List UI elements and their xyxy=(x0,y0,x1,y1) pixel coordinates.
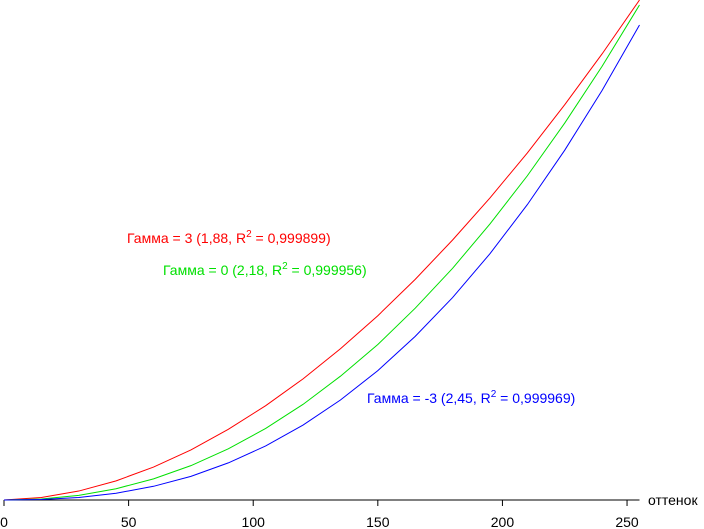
series-line xyxy=(3,4,640,501)
series-line xyxy=(3,24,640,501)
annotation: Гамма = 3 (1,88, R2 = 0,999899) xyxy=(127,229,331,246)
annotation: Гамма = -3 (2,45, R2 = 0,999969) xyxy=(367,389,575,406)
annotation-text: Гамма = 0 (2,18, R xyxy=(163,262,282,278)
annotation-superscript: 2 xyxy=(491,389,497,400)
annotation-superscript: 2 xyxy=(282,261,288,272)
annotation: Гамма = 0 (2,18, R2 = 0,999956) xyxy=(163,261,367,278)
series-line xyxy=(3,0,640,501)
annotation-text: = 0,999969) xyxy=(496,390,575,406)
x-axis-label: оттенок xyxy=(648,492,698,508)
x-tick-label: 150 xyxy=(366,514,390,529)
annotation-text: Гамма = -3 (2,45, R xyxy=(367,390,491,406)
x-tick-label: 0 xyxy=(0,514,8,529)
x-tick-label: 200 xyxy=(491,514,515,529)
x-tick-label: 50 xyxy=(121,514,137,529)
annotation-text: = 0,999899) xyxy=(252,230,331,246)
x-tick-label: 100 xyxy=(242,514,266,529)
annotation-text: Гамма = 3 (1,88, R xyxy=(127,230,246,246)
annotation-superscript: 2 xyxy=(246,229,252,240)
annotation-text: = 0,999956) xyxy=(288,262,367,278)
x-tick-label: 250 xyxy=(615,514,639,529)
